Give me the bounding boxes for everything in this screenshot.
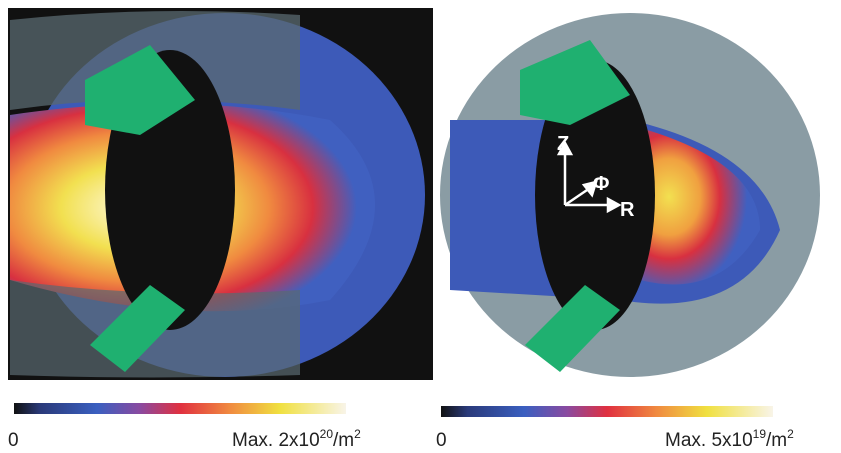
axis-label: R xyxy=(620,199,635,221)
colorbar xyxy=(441,406,773,417)
unit: /m xyxy=(333,430,354,451)
exponent: 20 xyxy=(320,427,334,441)
max-label: Max. 5x10 xyxy=(665,430,753,451)
exponent: 19 xyxy=(753,427,767,441)
figure: Z Φ R 0 Max. 2x1020/m2 0 Max. 5x1019/m2 xyxy=(0,0,841,453)
unit-exponent: 2 xyxy=(354,427,361,441)
colorbar-max: Max. 2x1020/m2 xyxy=(232,427,361,451)
colorbar xyxy=(14,403,346,414)
axis-label: Z xyxy=(557,133,569,155)
unit: /m xyxy=(766,430,787,451)
colorbar-min: 0 xyxy=(8,430,19,451)
colorbar-min: 0 xyxy=(436,430,447,451)
max-label: Max. 2x10 xyxy=(232,430,320,451)
unit-exponent: 2 xyxy=(787,427,794,441)
colorbar-max: Max. 5x1019/m2 xyxy=(665,427,794,451)
axis-label: Φ xyxy=(593,173,609,195)
